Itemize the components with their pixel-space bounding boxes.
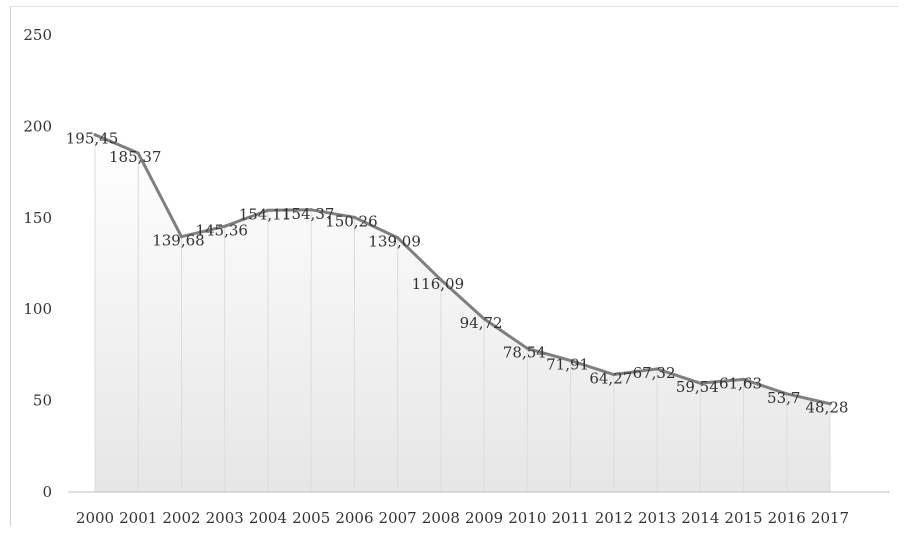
series-segment-2016 bbox=[785, 392, 832, 406]
x-tick-label-2016: 2016 bbox=[768, 509, 806, 527]
data-label-2007: 139,09 bbox=[368, 233, 421, 251]
x-tick-label-2003: 2003 bbox=[206, 509, 244, 527]
x-tick-label-2012: 2012 bbox=[595, 509, 633, 527]
area-fill bbox=[95, 134, 830, 492]
data-point-2009 bbox=[482, 317, 486, 321]
data-point-2012 bbox=[612, 373, 616, 377]
data-label-2008: 116,09 bbox=[412, 275, 465, 293]
data-point-2002 bbox=[179, 235, 183, 239]
data-label-2017: 48,28 bbox=[806, 399, 849, 417]
x-tick-label-2004: 2004 bbox=[249, 509, 287, 527]
y-tick-label-250: 250 bbox=[23, 26, 52, 44]
y-tick-label-50: 50 bbox=[33, 392, 52, 410]
x-tick-label-2005: 2005 bbox=[292, 509, 330, 527]
data-label-2012: 64,27 bbox=[589, 370, 632, 388]
x-tick-label-2011: 2011 bbox=[551, 509, 589, 527]
series-segment-2014 bbox=[698, 377, 746, 385]
x-tick-label-2002: 2002 bbox=[162, 509, 200, 527]
data-label-2014: 59,54 bbox=[676, 378, 719, 396]
series-line-layer bbox=[93, 133, 832, 406]
data-label-2004: 154,11 bbox=[239, 205, 292, 223]
drop-lines bbox=[94, 134, 831, 492]
series-segment-2005 bbox=[309, 208, 356, 219]
data-label-2015: 61,63 bbox=[719, 374, 762, 392]
series-segment-2008 bbox=[439, 278, 486, 321]
data-label-2013: 67,32 bbox=[633, 364, 676, 382]
series-segment-2000 bbox=[93, 133, 140, 155]
data-point-2007 bbox=[396, 236, 400, 240]
data-label-2011: 71,91 bbox=[546, 356, 589, 374]
data-label-2009: 94,72 bbox=[460, 314, 503, 332]
data-label-2006: 150,26 bbox=[325, 212, 378, 230]
data-label-2016: 53,7 bbox=[767, 389, 800, 407]
series-segment-2001 bbox=[136, 151, 183, 239]
x-tick-label-2017: 2017 bbox=[811, 509, 849, 527]
x-tick-label-2013: 2013 bbox=[638, 509, 676, 527]
data-point-2010 bbox=[525, 346, 529, 350]
y-axis-ticks: 0 50 100 150 200 250 bbox=[23, 26, 52, 501]
x-tick-label-2006: 2006 bbox=[335, 509, 373, 527]
area-layer bbox=[95, 134, 830, 492]
series-segment-2002 bbox=[179, 224, 227, 239]
data-point-2005 bbox=[309, 208, 313, 212]
series-segment-2013 bbox=[655, 367, 702, 385]
data-point-2004 bbox=[266, 208, 270, 212]
series-segment-2003 bbox=[223, 208, 270, 228]
series-segment-2010 bbox=[525, 346, 573, 363]
data-point-2006 bbox=[352, 215, 356, 219]
x-tick-label-2010: 2010 bbox=[508, 509, 546, 527]
x-tick-label-2015: 2015 bbox=[724, 509, 762, 527]
series-segment-2006 bbox=[352, 215, 400, 240]
data-label-2000: 195,45 bbox=[66, 130, 119, 148]
data-point-2016 bbox=[785, 392, 789, 396]
data-point-2008 bbox=[439, 278, 443, 282]
x-axis-ticks: 2000 2001 2002 2003 2004 2005 2006 2007 2008 2009… bbox=[76, 509, 849, 527]
data-label-2001: 185,37 bbox=[109, 148, 162, 166]
series-segment-2015 bbox=[742, 377, 789, 396]
series-segment-2009 bbox=[482, 317, 529, 350]
y-tick-label-100: 100 bbox=[23, 300, 52, 318]
x-tick-label-2008: 2008 bbox=[422, 509, 460, 527]
y-tick-label-150: 150 bbox=[23, 209, 52, 227]
series-segment-2011 bbox=[569, 359, 616, 377]
x-tick-label-2000: 2000 bbox=[76, 509, 114, 527]
chart-frame bbox=[10, 6, 898, 526]
data-point-2001 bbox=[136, 151, 140, 155]
data-label-2002: 139,68 bbox=[152, 232, 205, 250]
series-segment-2012 bbox=[612, 367, 659, 377]
x-tick-label-2014: 2014 bbox=[681, 509, 719, 527]
data-label-2010: 78,54 bbox=[503, 343, 546, 361]
data-label-2005: 154,37 bbox=[282, 205, 335, 223]
data-point-2011 bbox=[569, 359, 573, 363]
data-point-2000 bbox=[93, 133, 97, 137]
x-tick-label-2001: 2001 bbox=[119, 509, 157, 527]
data-point-2013 bbox=[655, 367, 659, 371]
data-point-2015 bbox=[742, 377, 746, 381]
y-tick-label-0: 0 bbox=[42, 483, 52, 501]
data-point-2014 bbox=[698, 381, 702, 385]
data-point-2003 bbox=[223, 224, 227, 228]
x-tick-label-2009: 2009 bbox=[465, 509, 503, 527]
x-tick-label-2007: 2007 bbox=[379, 509, 417, 527]
data-label-2003: 145,36 bbox=[195, 221, 248, 239]
series-segment-2007 bbox=[396, 236, 443, 282]
y-tick-label-200: 200 bbox=[23, 117, 52, 135]
data-point-2017 bbox=[828, 402, 832, 406]
